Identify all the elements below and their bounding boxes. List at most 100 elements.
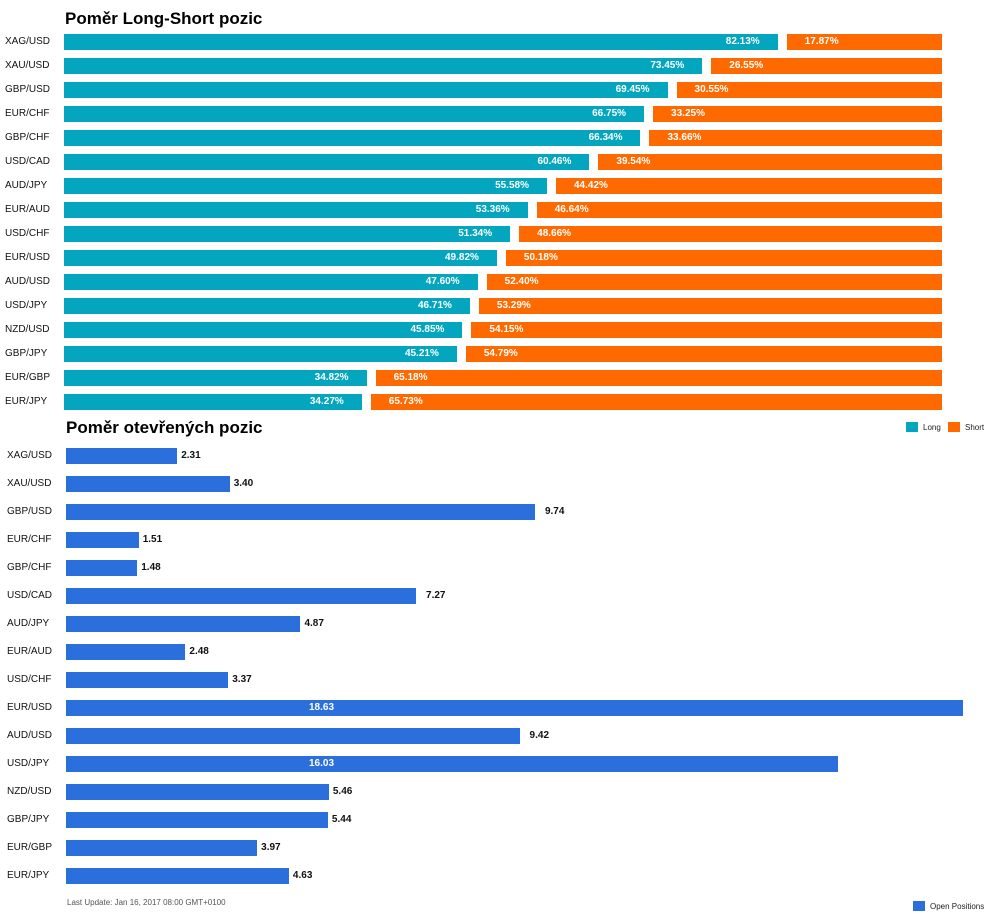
short-value-gbp-usd: 30.55%: [694, 84, 729, 95]
legend-label-short: Short: [965, 422, 985, 432]
long-bar-gbp-jpy[interactable]: [64, 346, 457, 362]
legend-item-open-positions[interactable]: Open Positions: [913, 901, 984, 911]
open-positions-bar-gbp-chf[interactable]: [66, 560, 138, 576]
short-value-eur-aud: 46.64%: [554, 204, 589, 215]
long-bar-xag-usd[interactable]: [64, 34, 778, 50]
category-label-open-xag-usd: XAG/USD: [7, 450, 53, 461]
open-positions-bar-usd-cad[interactable]: [66, 588, 417, 604]
short-bar-gbp-chf[interactable]: [649, 130, 942, 146]
legend-label-long: Long: [923, 422, 941, 432]
legend-label-open-positions: Open Positions: [930, 901, 985, 911]
short-bar-usd-chf[interactable]: [519, 226, 942, 242]
open-positions-bar-usd-jpy[interactable]: [66, 756, 838, 772]
legend-swatch-open-positions: [913, 901, 925, 911]
open-positions-bar-aud-usd[interactable]: [66, 728, 520, 744]
long-bar-usd-jpy[interactable]: [64, 298, 470, 314]
category-label-nzd-usd: NZD/USD: [5, 324, 50, 335]
short-bar-eur-chf[interactable]: [653, 106, 942, 122]
category-label-open-gbp-jpy: GBP/JPY: [7, 814, 50, 825]
long-bar-aud-usd[interactable]: [64, 274, 478, 290]
long-value-gbp-jpy: 45.21%: [404, 348, 439, 359]
long-bar-eur-chf[interactable]: [64, 106, 645, 122]
category-label-gbp-chf: GBP/CHF: [5, 132, 50, 143]
short-bar-xag-usd[interactable]: [786, 34, 942, 50]
long-value-usd-chf: 51.34%: [458, 228, 493, 239]
open-positions-bar-eur-jpy[interactable]: [66, 868, 289, 884]
category-label-open-eur-jpy: EUR/JPY: [7, 870, 50, 881]
long-bar-nzd-usd[interactable]: [64, 322, 463, 338]
short-bar-eur-aud[interactable]: [536, 202, 942, 218]
open-positions-bar-eur-aud[interactable]: [66, 644, 186, 660]
long-bar-gbp-usd[interactable]: [64, 82, 668, 98]
short-bar-gbp-usd[interactable]: [676, 82, 942, 98]
open-positions-value-gbp-chf: 1.48: [141, 562, 161, 573]
category-label-usd-jpy: USD/JPY: [5, 300, 48, 311]
category-label-gbp-jpy: GBP/JPY: [5, 348, 48, 359]
open-positions-value-eur-gbp: 3.97: [261, 842, 281, 853]
short-value-aud-usd: 52.40%: [504, 276, 539, 287]
short-bar-aud-jpy[interactable]: [555, 178, 942, 194]
category-label-eur-gbp: EUR/GBP: [5, 372, 51, 383]
short-bar-xau-usd[interactable]: [711, 58, 942, 74]
short-bar-aud-usd[interactable]: [486, 274, 942, 290]
category-label-open-gbp-chf: GBP/CHF: [7, 562, 52, 573]
long-value-gbp-usd: 69.45%: [615, 84, 650, 95]
long-bar-eur-jpy[interactable]: [64, 394, 362, 410]
category-label-eur-aud: EUR/AUD: [5, 204, 51, 215]
long-value-xau-usd: 73.45%: [650, 60, 685, 71]
category-label-usd-chf: USD/CHF: [5, 228, 50, 239]
long-short-chart-title: Poměr Long-Short pozic: [65, 9, 263, 28]
open-positions-bar-xag-usd[interactable]: [66, 448, 178, 464]
short-value-usd-cad: 39.54%: [616, 156, 651, 167]
open-positions-bar-gbp-jpy[interactable]: [66, 812, 328, 828]
open-positions-value-usd-chf: 3.37: [232, 674, 252, 685]
short-value-xau-usd: 26.55%: [729, 60, 764, 71]
category-label-aud-jpy: AUD/JPY: [5, 180, 48, 191]
long-bar-eur-usd[interactable]: [64, 250, 497, 266]
legend-item-short[interactable]: Short: [948, 422, 984, 432]
open-positions-bar-usd-chf[interactable]: [66, 672, 229, 688]
open-positions-bar-gbp-usd[interactable]: [66, 504, 535, 520]
short-bar-eur-usd[interactable]: [505, 250, 942, 266]
category-label-open-eur-gbp: EUR/GBP: [7, 842, 53, 853]
long-bar-xau-usd[interactable]: [64, 58, 703, 74]
category-label-gbp-usd: GBP/USD: [5, 84, 51, 95]
open-positions-value-eur-jpy: 4.63: [292, 870, 313, 881]
short-bar-nzd-usd[interactable]: [471, 322, 942, 338]
long-bar-usd-cad[interactable]: [64, 154, 590, 170]
open-positions-bar-eur-chf[interactable]: [66, 532, 139, 548]
open-positions-value-eur-aud: 2.48: [189, 646, 209, 657]
long-bar-usd-chf[interactable]: [64, 226, 511, 242]
open-positions-bar-eur-usd[interactable]: [66, 700, 963, 716]
short-value-eur-gbp: 65.18%: [393, 372, 428, 383]
long-bar-eur-aud[interactable]: [64, 202, 528, 218]
category-label-open-aud-jpy: AUD/JPY: [7, 618, 50, 629]
category-label-open-xau-usd: XAU/USD: [7, 478, 52, 489]
category-label-eur-jpy: EUR/JPY: [5, 396, 48, 407]
short-bar-eur-jpy[interactable]: [370, 394, 942, 410]
last-update-text: Last Update: Jan 16, 2017 08:00 GMT+0100: [67, 898, 226, 907]
short-bar-usd-jpy[interactable]: [478, 298, 942, 314]
short-bar-gbp-jpy[interactable]: [465, 346, 942, 362]
open-positions-value-gbp-usd: 9.74: [544, 506, 565, 517]
long-bar-gbp-chf[interactable]: [64, 130, 641, 146]
open-positions-value-gbp-jpy: 5.44: [331, 814, 352, 825]
open-positions-value-nzd-usd: 5.46: [332, 786, 353, 797]
long-bar-aud-jpy[interactable]: [64, 178, 547, 194]
open-positions-bar-aud-jpy[interactable]: [66, 616, 301, 632]
open-positions-value-usd-jpy: 16.03: [309, 758, 335, 769]
short-bar-eur-gbp[interactable]: [375, 370, 942, 386]
long-value-usd-jpy: 46.71%: [417, 300, 452, 311]
legend-swatch-short: [948, 422, 960, 432]
short-bar-usd-cad[interactable]: [598, 154, 942, 170]
category-label-aud-usd: AUD/USD: [5, 276, 51, 287]
short-value-gbp-chf: 33.66%: [667, 132, 702, 143]
open-positions-bar-nzd-usd[interactable]: [66, 784, 329, 800]
category-label-open-gbp-usd: GBP/USD: [7, 506, 53, 517]
long-value-eur-chf: 66.75%: [592, 108, 627, 119]
open-positions-bar-xau-usd[interactable]: [66, 476, 230, 492]
long-bar-eur-gbp[interactable]: [64, 370, 367, 386]
legend-item-long[interactable]: Long: [906, 422, 941, 432]
short-value-usd-chf: 48.66%: [537, 228, 572, 239]
open-positions-bar-eur-gbp[interactable]: [66, 840, 258, 856]
